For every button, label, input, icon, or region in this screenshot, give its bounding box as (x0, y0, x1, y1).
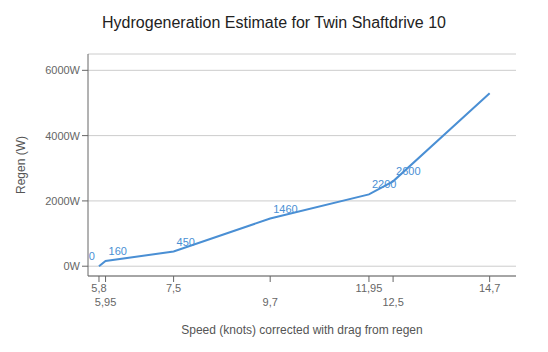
svg-text:2000W: 2000W (45, 195, 80, 207)
html-text:Hydrogeneration Estimate for T: Hydrogeneration Estimate for Twin Shaftd… (102, 14, 446, 31)
svg-text:450: 450 (177, 236, 195, 248)
svg-text:12,5: 12,5 (382, 296, 403, 308)
svg-text:5,95: 5,95 (95, 296, 116, 308)
svg-text:0W: 0W (64, 260, 81, 272)
svg-text:2600: 2600 (396, 165, 420, 177)
svg-text:6000W: 6000W (45, 64, 80, 76)
svg-text:5,8: 5,8 (91, 282, 106, 294)
svg-text:160: 160 (109, 245, 127, 257)
svg-text:Regen (W): Regen (W) (14, 136, 28, 194)
svg-text:4000W: 4000W (45, 130, 80, 142)
svg-text:14,7: 14,7 (479, 282, 500, 294)
svg-text:1460: 1460 (273, 203, 297, 215)
svg-text:7,5: 7,5 (166, 282, 181, 294)
svg-text:0: 0 (89, 250, 95, 262)
svg-text:11,95: 11,95 (356, 282, 383, 294)
svg-text:Speed (knots) corrected with d: Speed (knots) corrected with drag from r… (181, 323, 422, 337)
svg-text:9,7: 9,7 (263, 296, 278, 308)
svg-text:2200: 2200 (372, 178, 396, 190)
